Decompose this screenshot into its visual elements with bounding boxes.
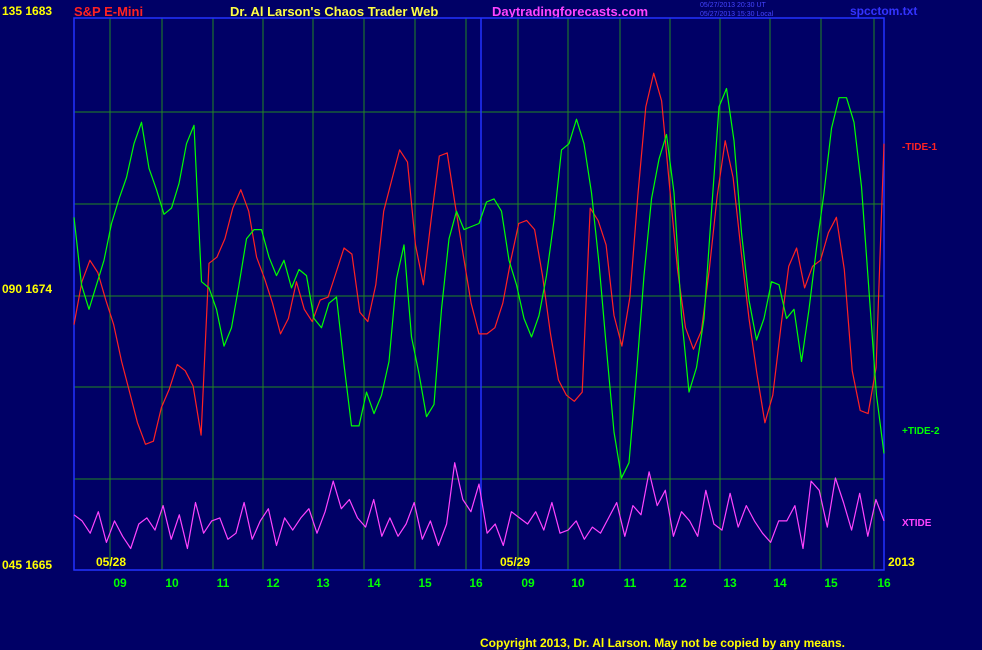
site-name: Daytradingforecasts.com <box>492 4 649 19</box>
y-label-bottom: 045 1665 <box>2 558 53 572</box>
instrument-title: S&P E-Mini <box>74 4 144 19</box>
year-label: 2013 <box>888 555 915 569</box>
legend-tide1: -TIDE-1 <box>902 142 937 153</box>
timestamp-ut: 05/27/2013 20:30 UT <box>700 2 766 9</box>
series-line-0 <box>73 72 885 445</box>
x-tick-label-13: 14 <box>773 576 787 590</box>
day-label-0: 05/28 <box>96 555 126 569</box>
legend-xtide: XTIDE <box>902 518 932 529</box>
x-tick-label-1: 10 <box>165 576 179 590</box>
day-label-1: 05/29 <box>500 555 530 569</box>
y-label-top: 135 1683 <box>2 4 53 18</box>
x-tick-label-9: 10 <box>571 576 585 590</box>
x-tick-label-14: 15 <box>824 576 838 590</box>
data-file-name: spcctom.txt <box>850 4 918 18</box>
x-tick-label-6: 15 <box>418 576 432 590</box>
x-tick-label-10: 11 <box>624 576 637 590</box>
x-tick-label-11: 12 <box>673 576 687 590</box>
legend-tide2: +TIDE-2 <box>902 426 940 437</box>
x-tick-label-2: 11 <box>217 576 230 590</box>
plot-frame <box>73 17 885 571</box>
page-title: Dr. Al Larson's Chaos Trader Web <box>230 4 439 19</box>
series-line-1 <box>73 87 885 479</box>
x-tick-label-0: 09 <box>113 576 127 590</box>
y-label-mid: 090 1674 <box>2 282 53 296</box>
x-tick-label-8: 09 <box>521 576 535 590</box>
x-tick-label-3: 12 <box>266 576 280 590</box>
x-tick-label-15: 16 <box>877 576 891 590</box>
series-line-2 <box>73 462 885 550</box>
x-tick-label-7: 16 <box>469 576 483 590</box>
copyright-notice: Copyright 2013, Dr. Al Larson. May not b… <box>480 636 845 650</box>
timestamp-local: 05/27/2013 15:30 Local <box>700 11 774 18</box>
x-tick-label-4: 13 <box>316 576 330 590</box>
x-tick-label-5: 14 <box>367 576 381 590</box>
x-tick-label-12: 13 <box>723 576 737 590</box>
